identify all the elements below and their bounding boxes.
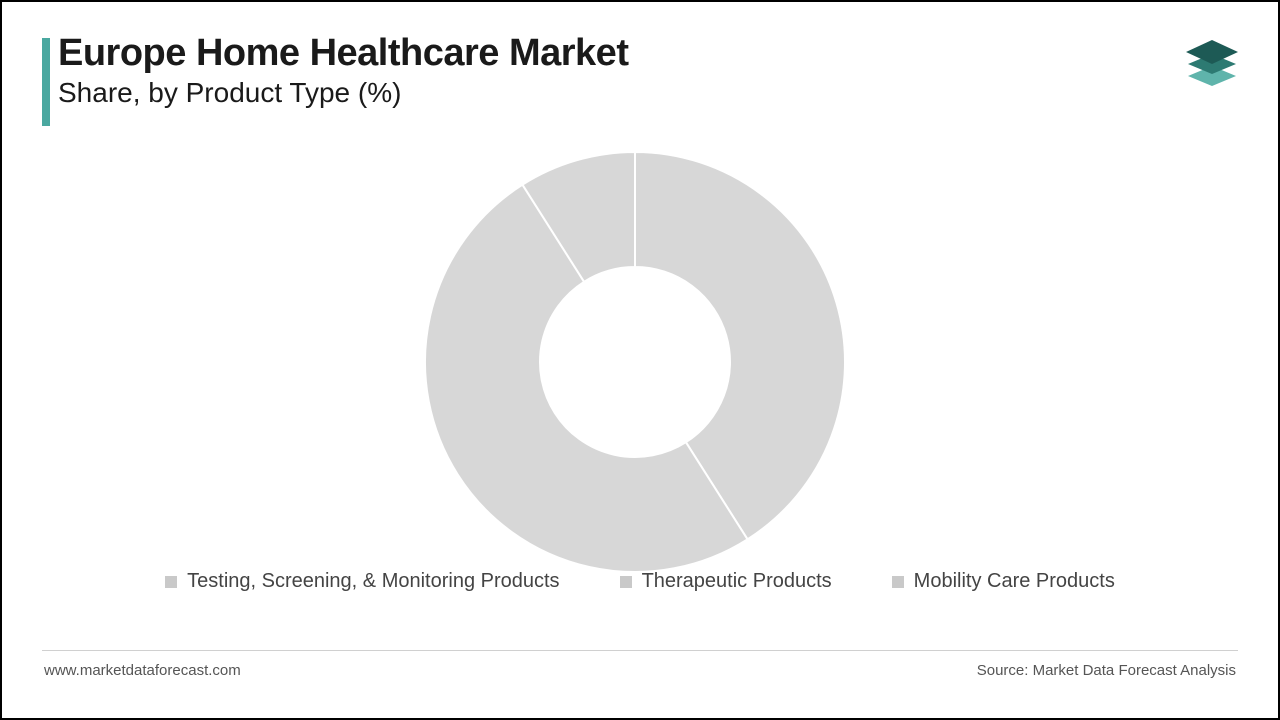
footer-source: Source: Market Data Forecast Analysis: [977, 662, 1236, 679]
header-block: Europe Home Healthcare Market Share, by …: [58, 32, 628, 109]
legend-marker-icon: [892, 576, 904, 588]
donut-chart: [415, 147, 855, 577]
brand-logo-icon: [1182, 32, 1242, 95]
legend-item: Mobility Care Products: [892, 570, 1115, 593]
footer-divider: [42, 650, 1238, 651]
legend-marker-icon: [165, 576, 177, 588]
page-container: Europe Home Healthcare Market Share, by …: [0, 0, 1280, 720]
legend-label: Mobility Care Products: [914, 570, 1115, 593]
page-title: Europe Home Healthcare Market: [58, 32, 628, 75]
page-subtitle: Share, by Product Type (%): [58, 77, 628, 109]
legend-marker-icon: [620, 576, 632, 588]
legend-item: Therapeutic Products: [620, 570, 832, 593]
legend-label: Testing, Screening, & Monitoring Product…: [187, 570, 559, 593]
chart-legend: Testing, Screening, & Monitoring Product…: [2, 570, 1278, 593]
footer-website: www.marketdataforecast.com: [44, 662, 241, 679]
legend-label: Therapeutic Products: [642, 570, 832, 593]
legend-item: Testing, Screening, & Monitoring Product…: [165, 570, 559, 593]
logo-layer-top: [1186, 40, 1238, 64]
donut-chart-container: [2, 147, 1278, 577]
title-accent-bar: [42, 38, 50, 126]
